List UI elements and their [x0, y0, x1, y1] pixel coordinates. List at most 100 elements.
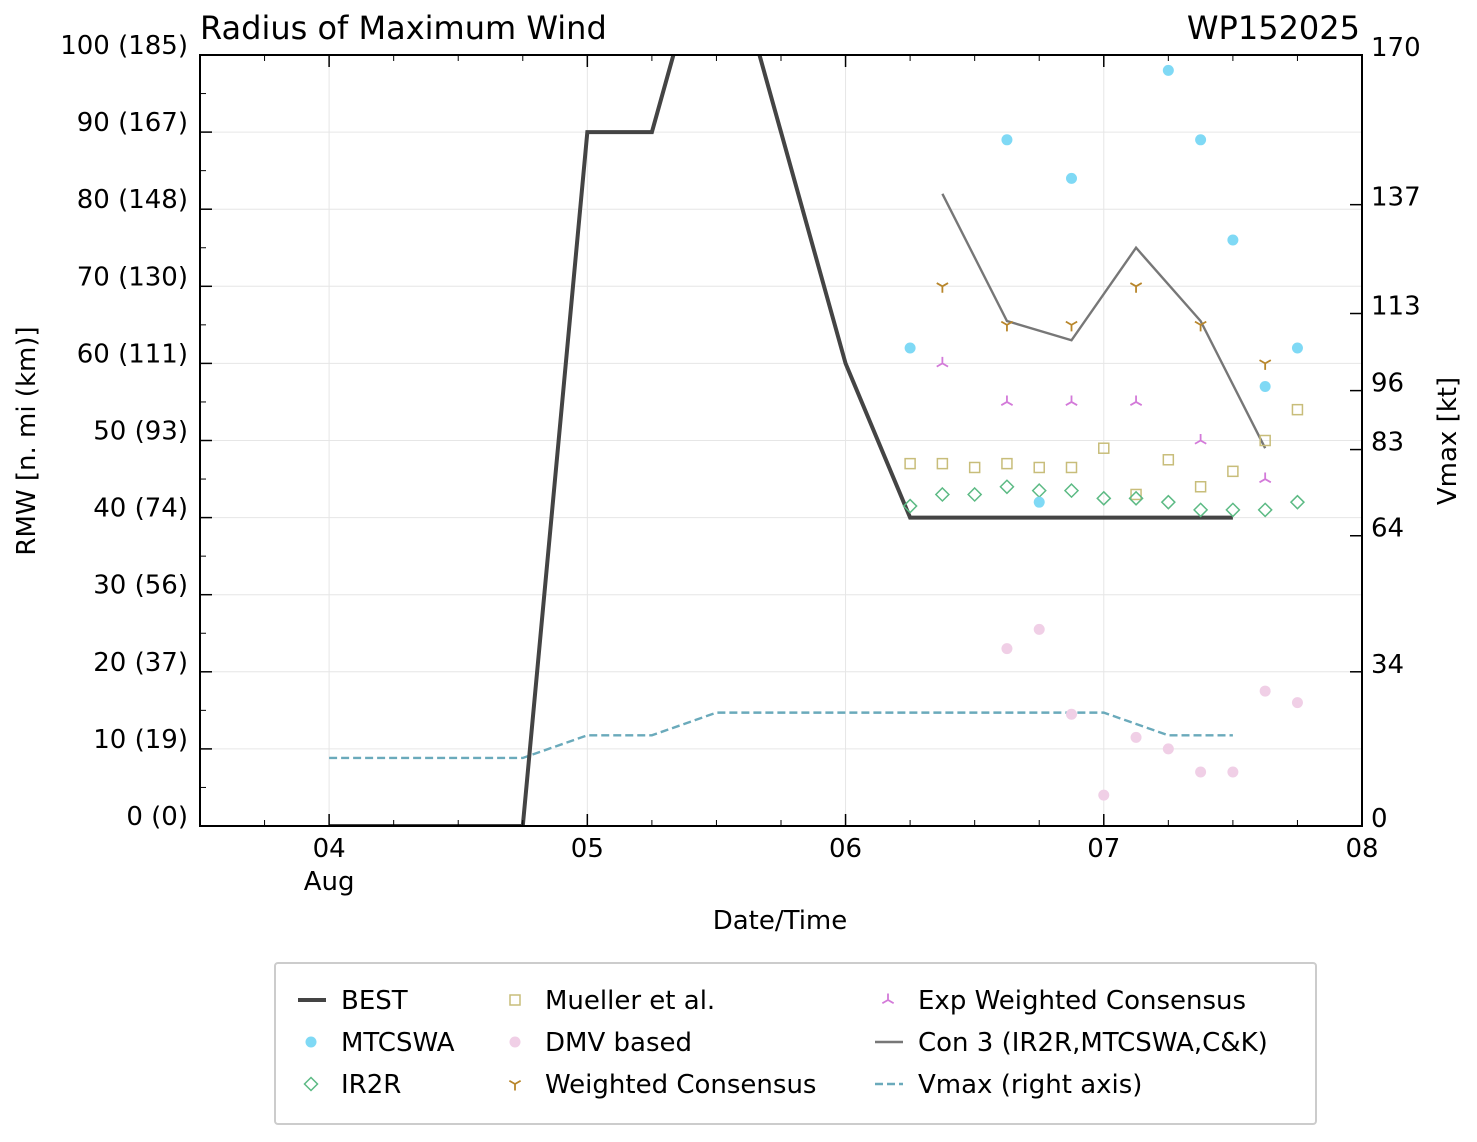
- ir2r-point: [1160, 494, 1176, 510]
- mueller-et-al-point: [1033, 461, 1045, 474]
- mtcswa-point: [1033, 496, 1045, 508]
- dmv-based-point: [1098, 789, 1110, 801]
- ir2r-point: [967, 486, 983, 503]
- y-tick-label: 50 (93): [93, 417, 188, 447]
- mueller-et-al-point: [1259, 434, 1271, 447]
- weighted-consensus-point: [1129, 282, 1143, 293]
- storm-id: WP152025: [1187, 9, 1360, 47]
- mtcswa-point: [1066, 172, 1077, 184]
- ir2r-point: [934, 486, 950, 503]
- legend-box: [274, 962, 1317, 1125]
- ir2r-point: [902, 498, 918, 514]
- ir2r-point: [1096, 490, 1112, 506]
- legend-ir2r-swatch: [303, 1076, 319, 1092]
- mtcswa-point: [1291, 342, 1303, 354]
- x-tick-label: 04: [313, 834, 346, 864]
- y-tick-label: 40 (74): [93, 494, 188, 524]
- mtcswa-point: [1259, 381, 1271, 393]
- ir2r-point: [1193, 502, 1209, 518]
- y-tick-label: 80 (148): [77, 185, 188, 215]
- ir2r-point: [1257, 502, 1273, 518]
- x-tick-label: 05: [571, 834, 604, 864]
- weighted-consensus-point: [1194, 320, 1207, 332]
- dmv-based-point: [1162, 743, 1174, 755]
- exp-weighted-consensus-point: [1065, 395, 1078, 406]
- dmv-based-point: [1066, 708, 1077, 720]
- legend-exp-weighted-consensus-label: Exp Weighted Consensus: [918, 986, 1246, 1016]
- legend-dmv-based-label: DMV based: [545, 1028, 692, 1058]
- exp-weighted-consensus-point: [1194, 434, 1207, 445]
- y2-tick-label: 34: [1371, 650, 1404, 680]
- chart-title: Radius of Maximum Wind: [200, 9, 607, 47]
- ir2r-point: [1289, 494, 1306, 510]
- legend-mtcswa-label: MTCSWA: [341, 1028, 455, 1058]
- dmv-based-point: [1033, 623, 1045, 635]
- y-tick-label: 0 (0): [126, 802, 188, 832]
- legend-mueller-et-al-label: Mueller et al.: [545, 986, 715, 1016]
- y-tick-label: 90 (167): [77, 108, 188, 138]
- y-tick-label: 10 (19): [93, 725, 188, 755]
- legend-con-3-ir2r-mtcswa-c-k-label: Con 3 (IR2R,MTCSWA,C&K): [918, 1028, 1268, 1058]
- x-tick-label: 06: [829, 834, 862, 864]
- mueller-et-al-point: [904, 457, 916, 470]
- y2-tick-label: 0: [1371, 804, 1388, 834]
- mtcswa-point: [1001, 134, 1013, 146]
- legend-mtcswa-swatch: [305, 1036, 317, 1048]
- mtcswa-point: [904, 342, 916, 354]
- mueller-et-al-point: [1098, 442, 1110, 454]
- y-tick-label: 60 (111): [77, 339, 188, 369]
- ir2r-point: [999, 479, 1015, 495]
- legend-best-label: BEST: [341, 986, 408, 1016]
- mueller-et-al-point: [936, 457, 949, 470]
- mueller-et-al-point: [968, 461, 981, 474]
- y-tick-label: 30 (56): [93, 571, 188, 601]
- weighted-consensus-point: [1000, 320, 1014, 332]
- plot-series: [329, 55, 1306, 826]
- exp-weighted-consensus-point: [1000, 395, 1014, 406]
- legend: BEST MTCSWA IR2R Mueller et al. DMV based Wei…: [274, 962, 1317, 1125]
- mueller-et-al-point: [1194, 481, 1207, 493]
- ir2r-point: [1225, 502, 1241, 518]
- exp-weighted-consensus-point: [1259, 472, 1272, 484]
- mtcswa-point: [1162, 64, 1174, 76]
- vmax-right-axis-line: [329, 711, 1233, 760]
- dmv-based-point: [1001, 643, 1013, 655]
- legend-exp-weighted-consensus-swatch: [881, 993, 895, 1005]
- y2-tick-label: 64: [1371, 514, 1404, 544]
- exp-weighted-consensus-point: [936, 356, 949, 368]
- dmv-based-point: [1259, 685, 1271, 697]
- mueller-et-al-point: [1162, 454, 1175, 466]
- dmv-based-point: [1195, 766, 1207, 778]
- y2-tick-label: 113: [1371, 292, 1421, 322]
- legend-weighted-consensus-swatch: [508, 1079, 522, 1091]
- y2-tick-label: 83: [1371, 428, 1404, 458]
- mtcswa-point: [1195, 134, 1207, 146]
- mueller-et-al-point: [1001, 457, 1013, 470]
- mueller-et-al-point: [1130, 488, 1142, 501]
- y2-tick-label: 137: [1371, 183, 1421, 213]
- legend-ir2r-label: IR2R: [341, 1070, 401, 1100]
- y-axis-label: RMW [n. mi (km)]: [12, 326, 42, 555]
- legend-mueller-et-al-swatch: [509, 994, 521, 1006]
- x-tick-label: 07: [1087, 834, 1120, 864]
- y-tick-label: 70 (130): [77, 262, 188, 292]
- y2-tick-label: 96: [1371, 369, 1404, 399]
- con-3-ir2r-mtcswa-c-k-line: [941, 193, 1267, 449]
- ir2r-point: [1063, 483, 1080, 499]
- legend-dmv-based-swatch: [509, 1036, 521, 1048]
- dmv-based-point: [1291, 697, 1303, 709]
- ir2r-point: [1128, 490, 1144, 506]
- weighted-consensus-point: [1259, 359, 1272, 370]
- exp-weighted-consensus-point: [1129, 395, 1143, 406]
- dmv-based-point: [1130, 731, 1142, 743]
- best-line: [329, 55, 1233, 826]
- x-tick-sublabel: Aug: [304, 867, 355, 897]
- weighted-consensus-point: [936, 282, 949, 293]
- mueller-et-al-point: [1291, 403, 1304, 416]
- y-tick-label: 100 (185): [60, 31, 188, 61]
- dmv-based-point: [1227, 766, 1239, 778]
- mueller-et-al-point: [1227, 465, 1239, 478]
- y-tick-label: 20 (37): [93, 648, 188, 678]
- y2-axis-label: Vmax [kt]: [1433, 377, 1463, 505]
- mtcswa-point: [1227, 234, 1239, 246]
